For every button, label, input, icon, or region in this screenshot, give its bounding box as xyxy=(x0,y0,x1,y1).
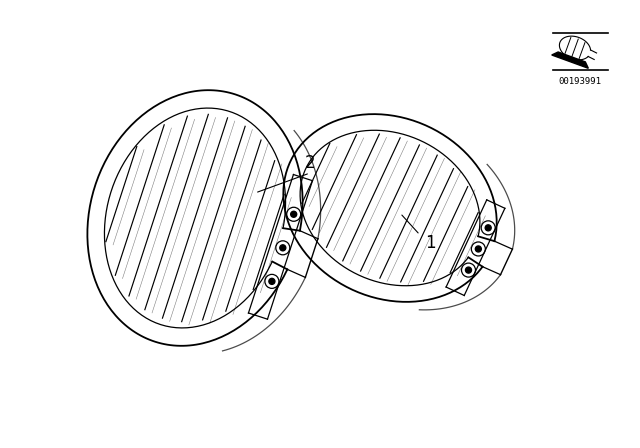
Text: 00193991: 00193991 xyxy=(559,77,602,86)
Text: 1: 1 xyxy=(425,234,435,252)
Circle shape xyxy=(280,245,286,251)
Circle shape xyxy=(269,278,275,284)
Circle shape xyxy=(465,267,472,273)
Polygon shape xyxy=(552,52,588,68)
Circle shape xyxy=(291,211,297,217)
Circle shape xyxy=(485,225,491,231)
Text: 2: 2 xyxy=(305,154,316,172)
Circle shape xyxy=(476,246,481,252)
